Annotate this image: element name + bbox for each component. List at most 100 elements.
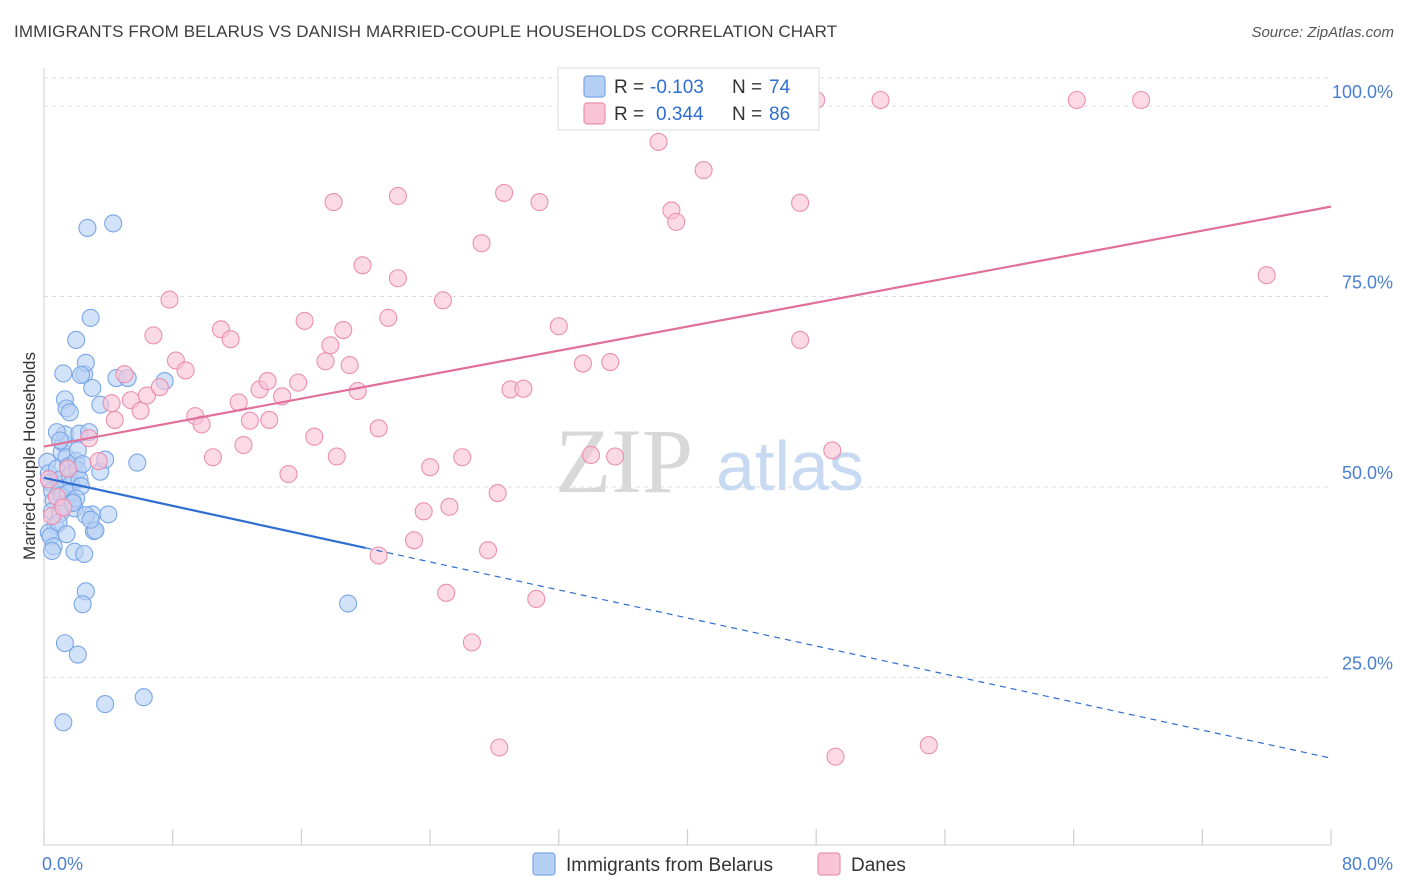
point-danes-38 <box>340 356 359 375</box>
point-danes-6 <box>89 452 108 471</box>
point-danes-82 <box>324 193 343 212</box>
point-danes-62 <box>573 354 592 373</box>
point-danes-79 <box>871 90 890 110</box>
legend-swatch-danes <box>583 102 606 125</box>
point-belarus-41 <box>51 431 70 450</box>
point-danes-46 <box>414 502 433 521</box>
y-tick-labels: 25.0% 50.0% 75.0% 100.0% <box>1332 82 1393 673</box>
point-belarus-74 <box>54 713 73 732</box>
bottom-legend-label-danes: Danes <box>851 855 906 876</box>
legend-r-label-danes: R = <box>614 104 644 125</box>
point-danes-69 <box>791 193 810 212</box>
point-danes-32 <box>295 311 314 330</box>
point-belarus-72 <box>96 695 115 714</box>
bottom-legend: Immigrants from Belarus Danes <box>532 852 906 876</box>
point-danes-43 <box>388 269 407 288</box>
point-belarus-67 <box>104 214 123 233</box>
point-danes-71 <box>823 441 842 460</box>
point-danes-35 <box>321 336 340 355</box>
point-belarus-38 <box>71 365 91 385</box>
point-danes-85 <box>490 738 509 757</box>
point-belarus-69 <box>73 595 92 614</box>
chart-title: IMMIGRANTS FROM BELARUS VS DANISH MARRIE… <box>14 22 838 41</box>
point-danes-4 <box>59 459 78 478</box>
point-belarus-50 <box>99 505 118 524</box>
watermark: ZIP atlas <box>555 410 864 512</box>
point-danes-8 <box>105 410 124 429</box>
point-danes-22 <box>221 330 240 349</box>
bottom-legend-label-belarus: Immigrants from Belarus <box>566 855 773 876</box>
point-danes-33 <box>305 427 324 446</box>
point-danes-68 <box>694 161 713 180</box>
point-danes-81 <box>1132 90 1151 110</box>
legend-n-value-belarus: 74 <box>769 77 791 98</box>
point-danes-28 <box>260 410 279 429</box>
point-danes-14 <box>144 326 163 345</box>
point-danes-83 <box>826 747 845 766</box>
trend-line-danes <box>43 205 1332 448</box>
point-danes-60 <box>530 193 549 212</box>
y-tick-label-100: 100.0% <box>1332 82 1393 102</box>
legend-r-value-belarus: -0.103 <box>650 77 704 98</box>
point-danes-72 <box>1257 266 1276 285</box>
point-danes-42 <box>379 308 398 327</box>
legend-r-value-danes: 0.344 <box>656 104 704 125</box>
trend-line-belarus <box>43 476 366 549</box>
point-danes-51 <box>453 448 472 467</box>
legend-box: R = -0.103 N = 74 R = 0.344 N = 86 <box>557 67 820 131</box>
point-danes-48 <box>433 291 453 310</box>
point-danes-13 <box>150 378 169 397</box>
point-danes-15 <box>160 290 179 309</box>
point-belarus-39 <box>60 403 79 422</box>
watermark-atlas: atlas <box>716 427 864 505</box>
point-danes-27 <box>258 372 277 391</box>
point-danes-67 <box>667 212 686 231</box>
watermark-zip: ZIP <box>555 410 693 512</box>
point-belarus-66 <box>78 218 97 238</box>
point-danes-11 <box>131 401 150 420</box>
point-danes-61 <box>549 317 568 336</box>
point-danes-31 <box>289 373 308 392</box>
point-danes-36 <box>327 447 346 466</box>
point-belarus-54 <box>57 525 76 544</box>
point-danes-54 <box>478 541 498 560</box>
point-belarus-58 <box>67 330 86 350</box>
point-danes-63 <box>581 445 601 465</box>
legend-n-label-belarus: N = <box>732 77 762 98</box>
point-danes-20 <box>203 448 222 467</box>
point-danes-41 <box>369 419 388 438</box>
point-belarus-57 <box>42 541 62 561</box>
point-belarus-53 <box>81 510 100 529</box>
point-danes-53 <box>472 234 491 253</box>
point-danes-50 <box>440 497 459 516</box>
point-danes-12 <box>137 386 157 405</box>
trend-lines <box>43 205 1332 759</box>
point-danes-55 <box>488 484 507 503</box>
point-danes-44 <box>388 186 407 206</box>
point-belarus-60 <box>83 378 102 397</box>
x-ticks <box>43 829 1332 845</box>
point-danes-47 <box>421 458 440 477</box>
point-belarus-65 <box>128 453 147 472</box>
point-danes-25 <box>240 411 259 430</box>
y-tick-label-25: 25.0% <box>1342 653 1393 673</box>
point-belarus-56 <box>75 544 94 564</box>
y-axis-label: Married-couple Households <box>20 352 39 560</box>
y-tick-label-75: 75.0% <box>1342 273 1393 293</box>
point-belarus-75 <box>339 594 358 613</box>
point-danes-17 <box>176 361 195 380</box>
series-belarus <box>38 214 358 732</box>
x-tick-label-min: 0.0% <box>42 854 83 874</box>
gridlines <box>44 77 1331 678</box>
point-danes-9 <box>115 365 134 384</box>
trend-line-belarus-extension <box>365 547 1332 759</box>
point-belarus-59 <box>81 308 100 327</box>
y-tick-label-50: 50.0% <box>1342 463 1393 483</box>
point-danes-75 <box>649 132 668 151</box>
point-danes-58 <box>514 379 533 398</box>
point-danes-84 <box>919 736 938 755</box>
bottom-legend-swatch-belarus <box>532 852 556 876</box>
legend-n-value-danes: 86 <box>769 104 790 125</box>
point-danes-30 <box>279 464 298 484</box>
point-danes-70 <box>791 330 810 350</box>
